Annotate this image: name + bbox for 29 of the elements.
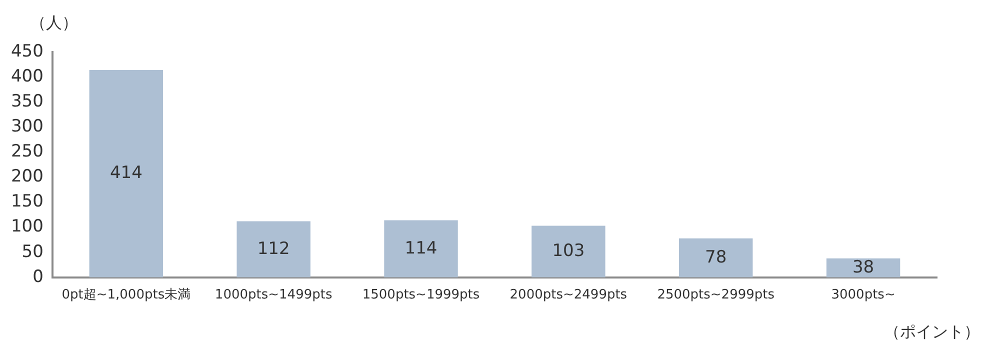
y-tick-label: 300 xyxy=(10,116,44,137)
bar xyxy=(89,70,164,278)
x-tick-label: 0pt超~1,000pts未満 xyxy=(62,288,191,303)
x-tick-label: 1000pts~1499pts xyxy=(214,288,332,303)
y-tick-label: 450 xyxy=(10,41,44,62)
x-tick-label: 2000pts~2499pts xyxy=(510,288,628,303)
x-tick-label: 3000pts~ xyxy=(831,288,896,303)
data-label: 114 xyxy=(404,238,438,258)
y-tick-label: 50 xyxy=(22,242,44,262)
y-tick-label: 250 xyxy=(10,142,44,162)
y-axis-title: （人） xyxy=(30,13,78,32)
y-tick-label: 200 xyxy=(10,166,44,187)
y-tick-label: 100 xyxy=(10,216,44,237)
data-label: 112 xyxy=(257,238,290,259)
bar xyxy=(679,238,753,278)
y-tick-label: 350 xyxy=(10,92,44,112)
x-tick-label: 2500pts~2999pts xyxy=(657,288,775,303)
bar xyxy=(532,226,606,278)
y-tick-label: 150 xyxy=(10,192,44,212)
y-tick-label: 0 xyxy=(32,266,44,287)
bar xyxy=(236,221,310,278)
data-label: 78 xyxy=(705,247,727,268)
data-label: 38 xyxy=(852,257,874,278)
x-axis-title: （ポイント） xyxy=(884,322,980,342)
data-label: 103 xyxy=(552,241,585,262)
y-tick-label: 400 xyxy=(10,66,44,86)
bar xyxy=(384,220,458,278)
x-tick-label: 1500pts~1999pts xyxy=(362,288,480,303)
data-label: 414 xyxy=(110,163,142,184)
